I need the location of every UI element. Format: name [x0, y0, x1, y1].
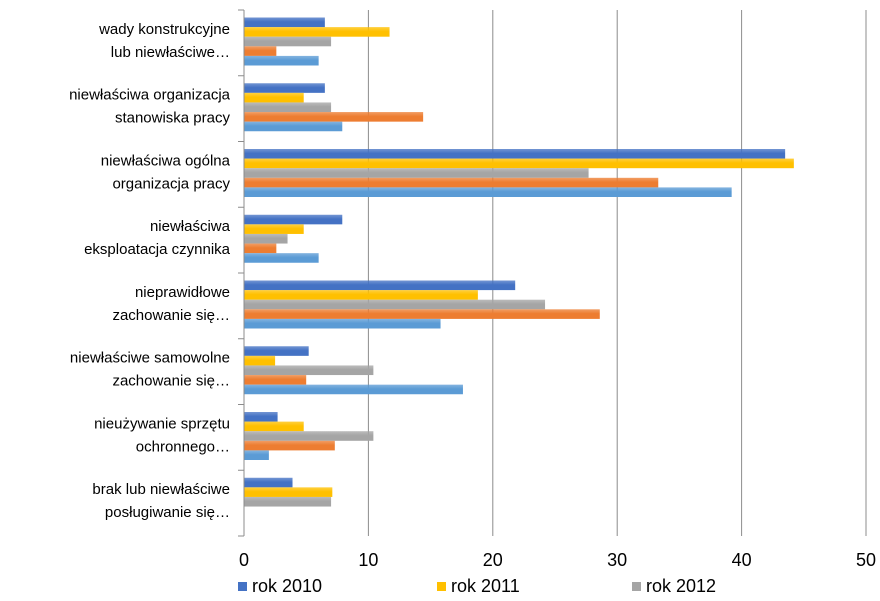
bar [244, 375, 307, 385]
bar [244, 168, 589, 178]
x-tick-labels: 0 10 20 30 40 50 [239, 550, 876, 570]
bar [244, 102, 332, 113]
bar [244, 83, 325, 93]
legend-entry: rok 2012 [646, 576, 716, 596]
bar [244, 187, 732, 197]
bar [244, 309, 600, 319]
bar [244, 92, 304, 103]
bar [244, 450, 269, 460]
category-label: brak lub niewłaściwe posługiwanie się… [92, 481, 230, 521]
x-tick-label: 20 [483, 550, 503, 570]
bar [244, 36, 332, 47]
category-label-line: niewłaściwa organizacja [69, 87, 231, 104]
category-label: nieprawidłowe zachowanie się… [112, 284, 230, 324]
category-label: niewłaściwa eksploatacja czynnika [84, 218, 231, 258]
bar [244, 280, 516, 291]
category-label-line: eksploatacja czynnika [84, 241, 231, 258]
bar [244, 253, 319, 263]
category-label: niewłaściwa ogólna organizacja pracy [101, 152, 231, 192]
bar [244, 384, 463, 395]
bar [244, 55, 319, 66]
bar [244, 121, 343, 132]
x-tick-label: 40 [732, 550, 752, 570]
bar [244, 290, 478, 300]
bar [244, 233, 288, 244]
category-label-line: nieużywanie sprzętu [94, 415, 230, 432]
category-label-line: niewłaściwa [150, 218, 231, 235]
bar [244, 299, 546, 310]
x-tick-label: 10 [358, 550, 378, 570]
bar [244, 477, 293, 488]
category-label: wady konstrukcyjne lub niewłaściwe… [98, 21, 230, 61]
bar [244, 440, 335, 451]
bar [244, 149, 786, 159]
bar [244, 412, 278, 422]
x-tick-label: 50 [856, 550, 876, 570]
bar [244, 243, 277, 254]
legend: rok 2010 rok 2011 rok 2012 [238, 576, 716, 596]
bar [244, 158, 794, 169]
bar [244, 496, 332, 507]
bar [244, 346, 309, 356]
bar [244, 487, 333, 497]
category-label-line: organizacja pracy [112, 175, 230, 192]
category-label-line: lub niewłaściwe… [111, 44, 230, 61]
bar [244, 355, 276, 366]
category-label-line: nieprawidłowe [135, 284, 230, 301]
legend-entry: rok 2010 [252, 576, 322, 596]
category-axis [238, 9, 245, 537]
category-labels: wady konstrukcyjne lub niewłaściwe… niewła… [69, 21, 231, 521]
category-label: niewłaściwa organizacja stanowiska pracy [69, 87, 231, 127]
bar [244, 431, 374, 441]
legend-swatch [238, 582, 247, 591]
category-label-line: brak lub niewłaściwe [92, 481, 230, 498]
x-tick-label: 30 [607, 550, 627, 570]
bar [244, 318, 441, 329]
bar [244, 177, 659, 188]
bar [244, 421, 304, 432]
category-label-line: zachowanie się… [112, 373, 230, 390]
category-label-line: wady konstrukcyjne [98, 21, 230, 38]
legend-swatch [437, 582, 446, 591]
bar [244, 365, 374, 376]
category-label-line: ochronnego… [136, 438, 230, 455]
category-label-line: niewłaściwa ogólna [101, 152, 231, 169]
category-label-line: stanowiska pracy [115, 110, 231, 127]
bar [244, 27, 390, 37]
bar [244, 224, 304, 234]
bar [244, 46, 277, 56]
legend-swatch [632, 582, 641, 591]
category-label: niewłaściwe samowolne zachowanie się… [70, 350, 230, 390]
bar [244, 17, 325, 28]
category-label-line: posługiwanie się… [105, 504, 230, 521]
bar [244, 214, 343, 225]
x-tick-label: 0 [239, 550, 249, 570]
gridlines [367, 10, 867, 536]
category-label-line: zachowanie się… [112, 307, 230, 324]
bar [244, 112, 424, 122]
legend-entry: rok 2011 [451, 576, 520, 596]
category-label-line: niewłaściwe samowolne [70, 350, 230, 367]
category-label: nieużywanie sprzętu ochronnego… [94, 415, 230, 455]
bars [244, 17, 794, 507]
